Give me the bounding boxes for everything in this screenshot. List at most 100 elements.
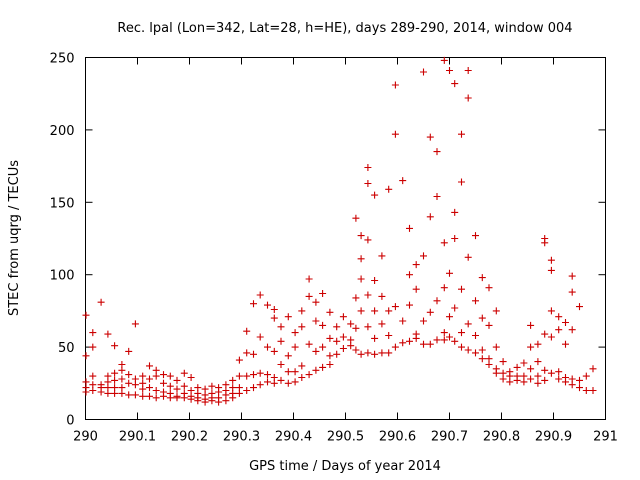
data-point [312,317,320,325]
data-point [89,343,97,351]
data-point [582,387,590,394]
data-point [562,378,569,386]
data-point [291,329,299,337]
data-point [250,371,257,379]
data-point [371,307,379,315]
data-point [333,323,341,331]
data-point [139,372,147,380]
data-point [364,349,372,357]
data-point [118,375,126,383]
data-point [378,292,386,300]
data-point [364,291,372,299]
data-point [426,308,434,316]
data-point [326,361,334,368]
data-point [277,337,285,345]
data-point [298,362,306,370]
x-tick-label: 290.9 [535,430,572,445]
data-point [352,294,360,302]
data-point [319,290,327,297]
data-point [357,350,365,358]
data-point [547,256,555,264]
data-point [291,343,299,351]
data-point [406,337,413,345]
data-point [412,334,420,342]
data-point [391,81,399,89]
data-point [433,336,441,344]
data-point [139,392,147,400]
data-point [464,253,472,261]
data-point [364,323,372,331]
data-point [364,180,372,187]
x-tick-label: 290.6 [379,430,416,445]
data-point [160,371,167,379]
data-point [364,236,372,244]
data-point [256,381,264,389]
data-point [152,394,160,402]
data-point [555,368,563,376]
data-point [131,391,139,399]
data-point [458,343,465,351]
data-point [391,343,399,351]
data-point [357,232,365,240]
data-point [385,307,393,315]
data-point [305,340,313,348]
data-point [326,334,334,342]
data-point [319,363,327,371]
data-point [391,130,399,138]
y-tick-label: 0 [66,414,74,429]
data-point [180,382,188,390]
y-tick-label: 50 [58,341,75,356]
data-point [547,266,555,274]
data-point [406,301,413,309]
y-tick-label: 200 [50,124,75,139]
data-point [527,321,535,329]
data-point [173,394,181,402]
data-point [464,346,472,354]
data-point [451,337,459,345]
data-point [352,346,360,354]
data-point [284,379,292,387]
data-point [319,321,327,329]
data-point [464,67,472,74]
data-point [412,285,420,293]
data-point [464,94,472,102]
data-point [270,314,278,322]
data-point [250,300,257,308]
data-point [451,235,459,242]
data-point [378,349,386,357]
data-point [472,232,479,240]
data-point [378,320,386,328]
data-point [235,389,243,397]
data-point [534,379,542,387]
data-point [264,343,271,351]
data-point [499,358,507,366]
data-point [458,130,465,138]
data-point [440,336,448,344]
data-point [319,343,327,351]
data-point [576,384,583,392]
data-point [125,371,133,379]
data-point [82,352,90,360]
data-point [284,352,292,360]
data-point [229,376,237,384]
data-point [208,382,216,390]
data-point [440,284,448,292]
data-point [250,350,257,358]
data-point [111,369,119,377]
data-point [347,320,355,328]
data-point [166,382,174,390]
data-point [472,297,479,305]
data-point [284,313,292,321]
data-point [576,376,583,384]
data-point [568,288,576,296]
data-point [478,346,486,354]
data-point [412,261,420,269]
data-point [527,375,535,383]
data-point [312,366,320,374]
data-point [458,178,465,186]
y-tick-label: 150 [50,196,75,211]
data-point [305,292,313,300]
data-point [433,148,441,156]
x-tick-label: 290.2 [171,430,208,445]
data-point [458,285,465,293]
